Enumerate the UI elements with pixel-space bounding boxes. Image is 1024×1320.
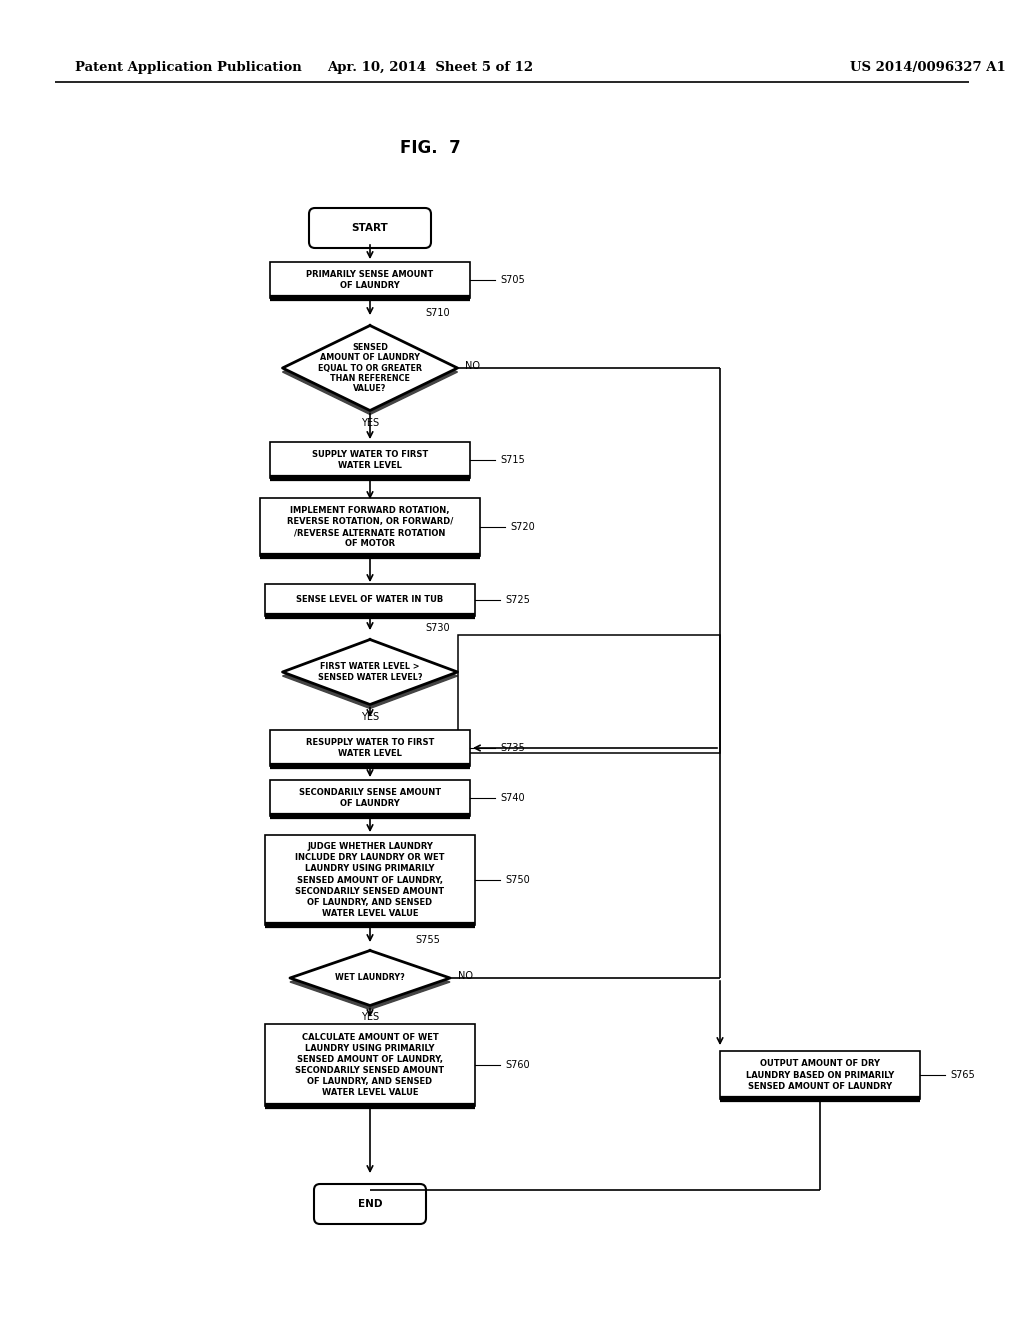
Bar <box>270 762 470 768</box>
Bar <box>265 1024 475 1106</box>
Text: SENSE LEVEL OF WATER IN TUB: SENSE LEVEL OF WATER IN TUB <box>296 595 443 605</box>
Bar <box>265 836 475 925</box>
Bar <box>265 1102 475 1107</box>
Bar <box>260 498 480 556</box>
Bar <box>270 780 470 816</box>
Bar <box>265 583 475 616</box>
Text: CALCULATE AMOUNT OF WET
LAUNDRY USING PRIMARILY
SENSED AMOUNT OF LAUNDRY,
SECOND: CALCULATE AMOUNT OF WET LAUNDRY USING PR… <box>296 1032 444 1097</box>
Bar <box>270 294 470 300</box>
Text: S705: S705 <box>500 275 524 285</box>
Text: WET LAUNDRY?: WET LAUNDRY? <box>335 974 404 982</box>
Text: JUDGE WHETHER LAUNDRY
INCLUDE DRY LAUNDRY OR WET
LAUNDRY USING PRIMARILY
SENSED : JUDGE WHETHER LAUNDRY INCLUDE DRY LAUNDR… <box>295 842 444 917</box>
Text: Apr. 10, 2014  Sheet 5 of 12: Apr. 10, 2014 Sheet 5 of 12 <box>327 62 534 74</box>
Text: S740: S740 <box>500 793 524 803</box>
Text: RESUPPLY WATER TO FIRST
WATER LEVEL: RESUPPLY WATER TO FIRST WATER LEVEL <box>306 738 434 758</box>
FancyBboxPatch shape <box>309 209 431 248</box>
Text: END: END <box>357 1199 382 1209</box>
Text: S765: S765 <box>950 1071 975 1080</box>
Bar <box>265 612 475 618</box>
Bar <box>720 1096 920 1101</box>
Text: PRIMARILY SENSE AMOUNT
OF LAUNDRY: PRIMARILY SENSE AMOUNT OF LAUNDRY <box>306 271 433 290</box>
Bar <box>260 552 480 558</box>
Text: NO: NO <box>466 360 480 371</box>
Text: YES: YES <box>360 418 379 429</box>
Text: NO: NO <box>466 665 480 675</box>
Bar <box>270 812 470 818</box>
Text: FIRST WATER LEVEL >
SENSED WATER LEVEL?: FIRST WATER LEVEL > SENSED WATER LEVEL? <box>317 663 422 681</box>
Polygon shape <box>290 950 450 1006</box>
Text: NO: NO <box>458 972 473 981</box>
FancyBboxPatch shape <box>314 1184 426 1224</box>
Text: S725: S725 <box>505 595 529 605</box>
Text: IMPLEMENT FORWARD ROTATION,
REVERSE ROTATION, OR FORWARD/
/REVERSE ALTERNATE ROT: IMPLEMENT FORWARD ROTATION, REVERSE ROTA… <box>287 506 454 548</box>
Text: S750: S750 <box>505 875 529 884</box>
Bar <box>265 921 475 927</box>
Text: Patent Application Publication: Patent Application Publication <box>75 62 302 74</box>
Text: YES: YES <box>360 1012 379 1023</box>
Bar <box>458 635 720 752</box>
Text: S710: S710 <box>425 308 450 318</box>
Bar <box>720 1051 920 1100</box>
Polygon shape <box>283 330 458 414</box>
Polygon shape <box>283 326 458 411</box>
Text: OUTPUT AMOUNT OF DRY
LAUNDRY BASED ON PRIMARILY
SENSED AMOUNT OF LAUNDRY: OUTPUT AMOUNT OF DRY LAUNDRY BASED ON PR… <box>745 1060 894 1090</box>
Text: S720: S720 <box>510 521 535 532</box>
Bar <box>270 442 470 478</box>
Bar <box>270 730 470 766</box>
Text: SECONDARILY SENSE AMOUNT
OF LAUNDRY: SECONDARILY SENSE AMOUNT OF LAUNDRY <box>299 788 441 808</box>
Text: S760: S760 <box>505 1060 529 1071</box>
Text: SUPPLY WATER TO FIRST
WATER LEVEL: SUPPLY WATER TO FIRST WATER LEVEL <box>312 450 428 470</box>
Text: START: START <box>351 223 388 234</box>
Text: YES: YES <box>360 713 379 722</box>
Text: S735: S735 <box>500 743 524 752</box>
Text: SENSED
AMOUNT OF LAUNDRY
EQUAL TO OR GREATER
THAN REFERENCE
VALUE?: SENSED AMOUNT OF LAUNDRY EQUAL TO OR GRE… <box>318 343 422 393</box>
Polygon shape <box>290 954 450 1010</box>
Text: FIG.  7: FIG. 7 <box>399 139 461 157</box>
Text: S755: S755 <box>415 935 440 945</box>
Bar <box>270 474 470 480</box>
Text: S730: S730 <box>425 623 450 634</box>
Text: S715: S715 <box>500 455 524 465</box>
Polygon shape <box>283 644 458 709</box>
Bar <box>270 261 470 298</box>
Text: US 2014/0096327 A1: US 2014/0096327 A1 <box>850 62 1006 74</box>
Polygon shape <box>283 639 458 705</box>
